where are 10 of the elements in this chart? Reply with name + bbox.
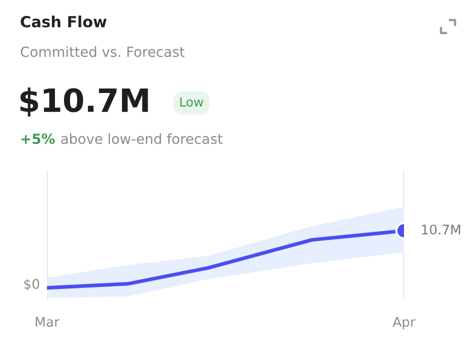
text: $10.7M <box>20 88 148 117</box>
chart-subtitle: Committed vs. Forecast <box>20 46 184 58</box>
x-tick-label: Apr <box>392 317 416 330</box>
text: above low-end forecast <box>61 133 223 144</box>
x-tick-label: Mar <box>36 317 60 327</box>
annotation: 10.7M <box>422 224 460 235</box>
text: +5% <box>21 134 55 144</box>
text: Low <box>180 97 204 107</box>
annotation: $0 <box>24 278 40 291</box>
chart-title: Cash Flow <box>20 16 107 28</box>
